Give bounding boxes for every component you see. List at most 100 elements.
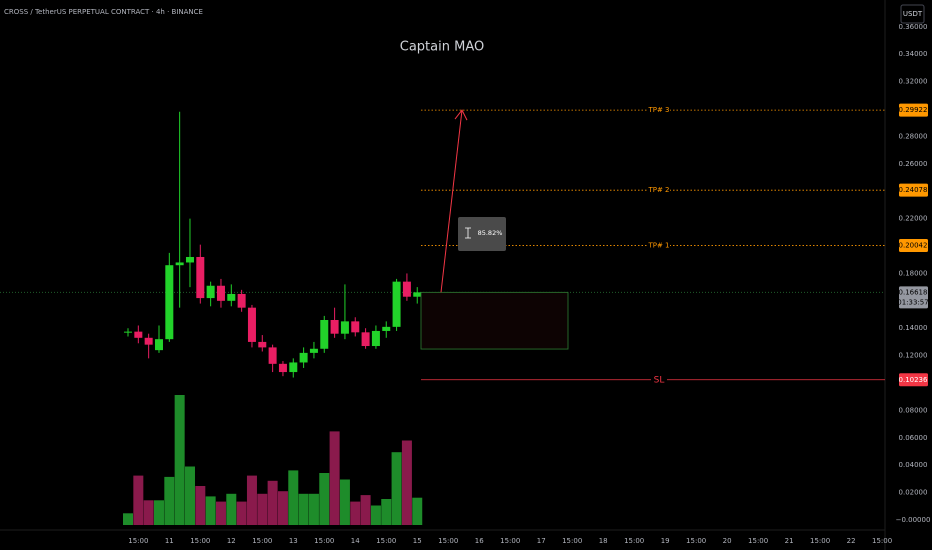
x-tick-label: 15:00 [748,537,768,545]
level-label-bg [648,240,670,251]
volume-bar [153,500,164,525]
candle-body [320,320,329,349]
x-tick-label: 15:00 [810,537,830,545]
y-tick-label: 0.26000 [899,160,928,168]
candle-body [258,341,267,348]
volume-bar [298,493,309,525]
volume-bar [143,500,154,525]
volume-bar [205,496,216,525]
candle-body [227,293,236,301]
currency-button-label[interactable]: USDT [903,10,923,18]
volume-bar [381,499,392,525]
volume-bar [236,501,247,525]
price-tag [899,183,928,197]
chart-subtitle: Captain MAO [400,40,484,55]
x-tick-label: 15:00 [314,537,334,545]
candle-body [402,281,411,297]
volume-bar [360,495,371,525]
measure-icon [465,227,471,239]
target-arrow [440,110,463,293]
volume-bar [246,475,257,525]
candle-body [309,348,318,353]
x-tick-label: 11 [165,537,174,545]
level-label: TP# 3 [647,106,669,114]
volume-bar [184,466,195,525]
volume-bar [133,475,144,525]
level-label-bg [651,374,667,385]
x-tick-label: 17 [537,537,546,545]
candle-body [289,362,298,373]
candle-body [330,320,339,334]
candle-body [351,321,360,333]
y-tick-label: 0.04000 [899,461,928,469]
position-box [420,291,569,350]
candle-body [175,262,184,266]
candle-body [237,293,246,308]
y-tick-label: 0.08000 [899,406,928,414]
y-tick-label: 0.14000 [899,324,928,332]
x-tick-label: 15 [413,537,422,545]
volume-bar [226,493,237,525]
x-tick-label: 19 [661,537,670,545]
candle-body [382,326,391,331]
x-tick-label: 15:00 [872,537,892,545]
candle-body [392,281,401,327]
x-tick-label: 15:00 [376,537,396,545]
chart-title: CROSS / TetherUS PERPETUAL CONTRACT · 4h… [4,8,203,16]
x-tick-label: 15:00 [190,537,210,545]
candle-body [247,307,256,342]
candle-body [340,321,349,334]
x-tick-label: 13 [289,537,298,545]
volume-bar [308,493,319,525]
candle-body [154,339,163,351]
candle-body [206,285,215,299]
candle-body [196,256,205,299]
level-label: SL [654,375,665,385]
candle-body [278,363,287,373]
x-tick-label: 21 [785,537,794,545]
volume-bar [215,501,226,525]
price-tag-label: 0.10236 [899,376,928,384]
y-tick-label: 0.06000 [899,434,928,442]
volume-bar [288,470,299,525]
volume-bar [350,501,361,525]
price-tag [899,103,928,117]
volume-bar [257,493,268,525]
price-tag-label: 0.20042 [899,241,928,249]
volume-bar [412,497,423,525]
x-tick-label: 15:00 [128,537,148,545]
volume-bar [319,473,330,525]
y-tick-label: 0.34000 [899,50,928,58]
x-tick-label: 15:00 [624,537,644,545]
volume-bar [267,480,278,525]
level-label: TP# 2 [647,186,669,194]
level-label-bg [648,185,670,196]
x-tick-label: 12 [227,537,236,545]
volume-bar [329,431,340,525]
candle-body [134,331,143,338]
price-tag-label: 0.29922 [899,106,928,114]
level-label: TP# 1 [647,241,669,249]
measure-box [458,217,506,251]
candle-body [268,347,277,364]
candle-body [185,256,194,263]
y-tick-label: 0.28000 [899,132,928,140]
countdown-label: 01:33:57 [897,298,928,306]
x-tick-label: 16 [475,537,484,545]
x-tick-label: 18 [599,537,608,545]
measure-label: 85.82% [478,229,503,237]
x-tick-label: 15:00 [252,537,272,545]
candle-body [299,352,308,363]
y-tick-label: 0.36000 [899,23,928,31]
price-tag [899,238,928,252]
level-label-bg [648,105,670,116]
candle-body [124,331,132,333]
volume-bar [401,440,412,525]
price-tag-label: 0.24078 [899,186,928,194]
price-tag [899,373,928,387]
currency-button[interactable] [900,4,925,24]
candle-body [361,332,370,347]
volume-bar [174,395,185,525]
